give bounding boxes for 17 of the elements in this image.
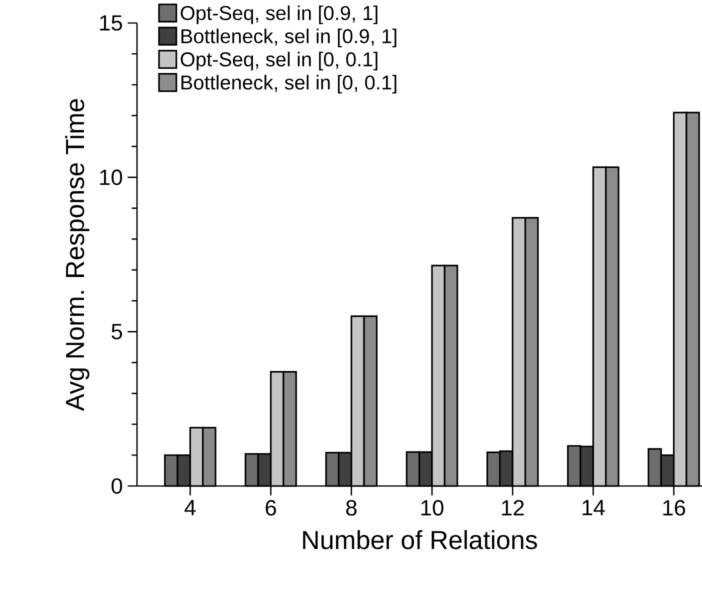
legend-label: Bottleneck, sel in [0, 0.1] <box>181 74 396 94</box>
x-axis-title: Number of Relations <box>303 530 538 550</box>
y-tick-label: 0 <box>112 478 122 494</box>
x-tick-label: 12 <box>502 500 524 516</box>
legend-label: Opt-Seq, sel in [0.9, 1] <box>180 5 378 24</box>
x-tick-label: 16 <box>663 500 686 516</box>
y-tick-label: 5 <box>112 324 122 340</box>
legend-label: Opt-Seq, sel in [0, 0.1] <box>180 52 378 70</box>
y-axis-title: Avg Norm. Response Time <box>65 99 90 411</box>
legend-label: Bottleneck, sel in [0.9, 1] <box>181 28 396 48</box>
x-tick-label: 6 <box>266 500 276 516</box>
x-tick-label: 4 <box>184 500 196 516</box>
y-tick-label: 10 <box>100 170 122 186</box>
x-tick-label: 8 <box>346 500 357 516</box>
y-tick-label: 15 <box>100 15 122 31</box>
x-tick-label: 10 <box>421 500 444 516</box>
x-tick-label: 14 <box>582 500 605 516</box>
